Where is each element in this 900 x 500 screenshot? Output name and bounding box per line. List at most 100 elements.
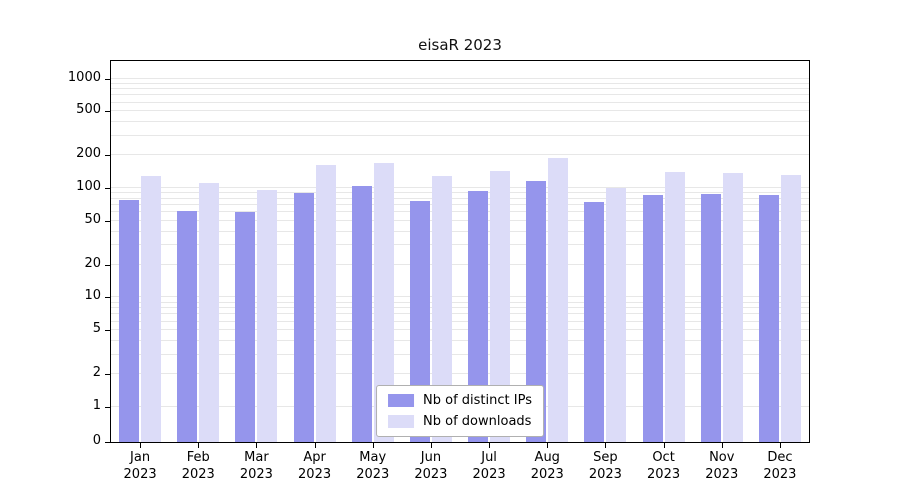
bar-distinct-ips	[468, 191, 489, 442]
x-axis-tick-label: Nov 2023	[705, 450, 739, 482]
gridline	[111, 192, 809, 194]
gridline	[111, 340, 809, 342]
bar-downloads	[490, 171, 511, 442]
legend-swatch-distinct-ips	[388, 394, 415, 407]
x-axis-tick-label: Jun 2023	[414, 450, 448, 482]
gridline	[111, 313, 809, 315]
bar-downloads	[548, 158, 569, 442]
legend-swatch-downloads	[388, 415, 415, 428]
gridline	[111, 134, 809, 136]
gridline	[111, 211, 809, 213]
legend: Nb of distinct IPs Nb of downloads	[376, 385, 544, 437]
bar-distinct-ips	[526, 181, 547, 442]
y-axis-tick-label: 50	[84, 211, 101, 227]
y-axis-tick-label: 100	[76, 179, 101, 194]
bar-distinct-ips	[235, 212, 256, 442]
y-axis-tick-label: 0	[92, 433, 101, 448]
x-axis-tick-label: Dec 2023	[763, 450, 797, 482]
bar-downloads	[664, 172, 685, 442]
gridline	[111, 244, 809, 246]
gridline	[111, 373, 809, 375]
gridline	[111, 230, 809, 232]
x-axis-tick-label: Feb 2023	[181, 450, 215, 482]
gridline	[111, 197, 809, 199]
gridline	[111, 203, 809, 205]
y-axis-tick-mark	[105, 406, 110, 408]
bar-downloads	[780, 175, 801, 442]
x-axis-tick-mark	[256, 443, 258, 448]
gridline	[111, 263, 809, 265]
gridline	[111, 82, 809, 84]
x-axis-tick-mark	[314, 443, 316, 448]
y-axis-tick-mark	[105, 78, 110, 80]
y-axis-tick-label: 200	[76, 146, 101, 162]
y-axis-tick-label: 10	[84, 288, 101, 304]
y-axis-tick-mark	[105, 330, 110, 332]
bar-distinct-ips	[409, 201, 430, 442]
x-axis-tick-label: Aug 2023	[530, 450, 564, 482]
gridline	[111, 110, 809, 112]
gridline	[111, 320, 809, 322]
plot-area: Nb of distinct IPs Nb of downloads	[110, 60, 810, 443]
y-axis-tick-mark	[105, 155, 110, 157]
gridline	[111, 121, 809, 123]
bar-distinct-ips	[293, 193, 314, 442]
gridline	[111, 154, 809, 156]
gridline	[111, 353, 809, 355]
y-axis-tick-mark	[105, 220, 110, 222]
bar-distinct-ips	[177, 210, 198, 442]
bar-distinct-ips	[700, 193, 721, 442]
y-axis-tick-label: 20	[84, 255, 101, 271]
x-axis-tick-label: Apr 2023	[298, 450, 332, 482]
bar-downloads	[606, 187, 627, 442]
x-axis-tick-mark	[663, 443, 665, 448]
y-axis-tick-mark	[105, 297, 110, 299]
bar-downloads	[722, 172, 743, 442]
gridline	[111, 301, 809, 303]
legend-label-downloads: Nb of downloads	[423, 414, 532, 429]
bar-distinct-ips	[642, 195, 663, 442]
bar-distinct-ips	[758, 194, 779, 442]
chart-title: eisaR 2023	[418, 36, 502, 54]
bar-distinct-ips	[119, 199, 140, 442]
y-axis-tick-mark	[105, 264, 110, 266]
gridline	[111, 101, 809, 103]
y-axis-tick-mark	[105, 374, 110, 375]
x-axis-tick-label: Mar 2023	[239, 450, 273, 482]
gridline	[111, 219, 809, 221]
legend-label-distinct-ips: Nb of distinct IPs	[423, 393, 532, 408]
bar-downloads	[373, 163, 394, 442]
bar-downloads	[141, 175, 162, 442]
gridline	[111, 77, 809, 79]
y-axis-tick-mark	[105, 442, 110, 443]
gridline	[111, 94, 809, 96]
x-axis-tick-mark	[198, 443, 200, 448]
y-axis-tick-mark	[105, 111, 110, 113]
gridline	[111, 88, 809, 90]
bar-downloads	[431, 175, 452, 442]
bar-downloads	[199, 182, 220, 442]
x-axis-tick-mark	[605, 443, 607, 448]
x-axis-tick-label: Sep 2023	[588, 450, 622, 482]
x-axis-tick-mark	[430, 443, 432, 448]
x-axis-tick-label: Oct 2023	[647, 450, 681, 482]
x-axis-tick-label: Jan 2023	[123, 450, 157, 482]
x-axis-tick-label: May 2023	[356, 450, 390, 482]
x-axis-tick-mark	[489, 443, 491, 448]
bar-downloads	[257, 189, 278, 442]
x-axis-tick-mark	[140, 443, 142, 448]
y-axis-tick-label: 1000	[67, 69, 101, 85]
x-axis-tick-mark	[779, 443, 781, 448]
bar-distinct-ips	[584, 202, 605, 442]
gridline	[111, 296, 809, 298]
y-axis-tick-label: 500	[76, 102, 101, 118]
x-axis-tick-mark	[372, 443, 374, 448]
y-axis-tick-label: 5	[92, 321, 101, 337]
legend-item-downloads: Nb of downloads	[388, 414, 532, 429]
y-axis-tick-mark	[105, 188, 110, 189]
x-axis-tick-label: Jul 2023	[472, 450, 506, 482]
gridline	[111, 307, 809, 309]
legend-item-distinct-ips: Nb of distinct IPs	[388, 393, 532, 408]
gridline	[111, 329, 809, 331]
